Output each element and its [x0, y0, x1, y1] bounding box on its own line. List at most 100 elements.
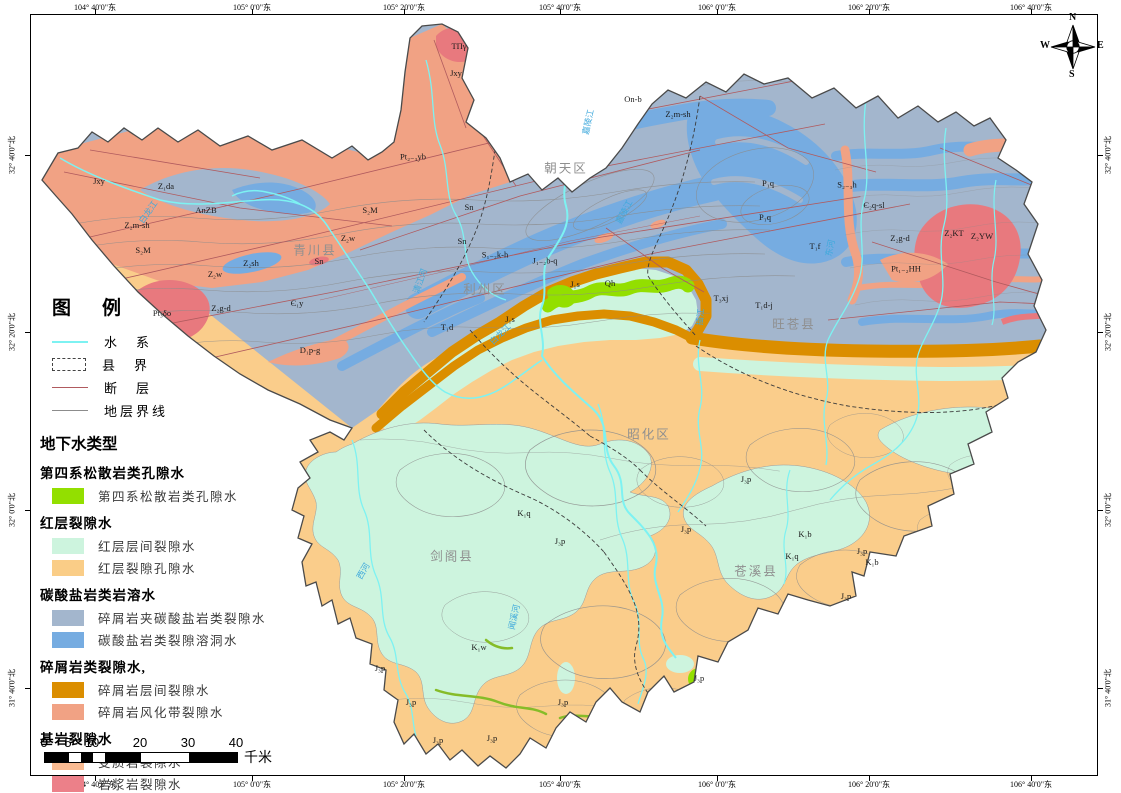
geo-unit-label: T₁d — [440, 322, 454, 332]
legend-line-item-label: 断 层 — [104, 381, 153, 396]
compass-south-label: S — [1069, 69, 1075, 80]
geo-unit-label: Z₂KT — [944, 228, 964, 238]
geo-unit-label: K₁q — [517, 508, 531, 518]
coordinate-label: 106° 20'0"东 — [848, 780, 890, 789]
geo-unit-label: Z₂YW — [970, 231, 994, 241]
legend-color-swatch — [52, 559, 84, 576]
compass-west-label: W — [1040, 40, 1050, 51]
legend-item: 碎屑岩夹碳酸盐岩类裂隙水 — [52, 609, 320, 626]
legend-item: 第四系松散岩类孔隙水 — [52, 487, 320, 504]
geo-unit-label: J₃p — [405, 697, 417, 707]
geo-unit-label: J₃p — [486, 733, 498, 743]
coordinate-label: 104° 40'0"东 — [74, 780, 116, 789]
legend-title: 图 例 — [52, 298, 128, 319]
coordinate-label: 32° 0'0"北 — [1103, 493, 1113, 527]
tick-mark — [717, 9, 718, 14]
tick-mark — [25, 332, 30, 333]
geo-unit-label: J₃p — [680, 524, 692, 534]
legend-item-label: 碳酸盐岩类裂隙溶洞水 — [98, 634, 239, 648]
geo-unit-label: J₁s — [570, 279, 580, 289]
fault-swatch-icon — [52, 387, 88, 388]
legend-line-item: 断 层 — [52, 376, 320, 399]
geo-unit-label: Sn — [464, 202, 474, 212]
legend-line-item: 县 界 — [52, 353, 320, 376]
legend-group-heading: 红层裂隙水 — [40, 516, 113, 531]
legend-item: 岩浆岩裂隙水 — [52, 775, 320, 792]
geo-unit-label: Є₂q-sl — [863, 200, 885, 210]
coordinate-label: 31° 40'0"北 — [7, 669, 17, 707]
legend-item-label: 红层层间裂隙水 — [98, 540, 197, 554]
coordinate-label: 106° 20'0"东 — [848, 3, 890, 12]
legend-item-label: 岩浆岩裂隙水 — [98, 778, 183, 792]
tick-mark — [717, 776, 718, 781]
legend-color-swatch — [52, 609, 84, 626]
region-outline — [41, 23, 1047, 769]
legend-item: 碳酸盐岩类裂隙溶洞水 — [52, 631, 320, 648]
legend-line-item-label: 县 界 — [102, 358, 151, 373]
scale-tick-label: 20 — [132, 735, 148, 750]
geo-unit-label: J₃p — [740, 474, 752, 484]
scale-bar-segment — [81, 753, 93, 762]
tick-mark — [252, 776, 253, 781]
scale-bar-track — [44, 752, 238, 763]
geo-unit-label: J₃p — [432, 735, 444, 745]
tick-mark — [869, 776, 870, 781]
geo-unit-label: Z₂g-d — [890, 233, 910, 243]
geo-unit-label: T₃xj — [713, 293, 729, 303]
geo-unit-label: T₁d-j — [755, 300, 773, 310]
water-swatch-icon — [52, 340, 88, 343]
coordinate-label: 106° 40'0"东 — [1010, 3, 1052, 12]
legend-group-heading: 碎屑岩类裂隙水, — [40, 660, 146, 675]
tick-mark — [95, 9, 96, 14]
tick-mark — [95, 776, 96, 781]
compass-north-label: N — [1069, 12, 1077, 23]
groundwater-types-title: 地下水类型 — [40, 436, 118, 453]
legend-item-label: 碎屑岩层间裂隙水 — [98, 684, 211, 698]
county-label: 剑阁县 — [430, 549, 474, 564]
county-label: 旺苍县 — [772, 317, 816, 332]
coordinate-label: 32° 20'0"北 — [7, 313, 17, 351]
legend-item: 碎屑岩层间裂隙水 — [52, 681, 320, 698]
legend-item-label: 第四系松散岩类孔隙水 — [98, 490, 239, 504]
legend-line-item: 水 系 — [52, 330, 320, 353]
coordinate-label: 32° 40'0"北 — [7, 136, 17, 174]
geo-unit-label: AnZB — [195, 205, 217, 215]
scale-bar: 千米 0 5 10 20 30 40 — [40, 735, 344, 775]
scale-tick-label: 10 — [84, 735, 100, 750]
coordinate-label: 32° 0'0"北 — [7, 493, 17, 527]
coordinate-label: 105° 40'0"东 — [539, 780, 581, 789]
legend-groups: 第四系松散岩类孔隙水 第四系松散岩类孔隙水 红层裂隙水 红层层间裂隙水 红层裂隙孔隙水碳… — [40, 462, 320, 792]
geo-unit-label: S₂M — [362, 205, 378, 215]
scale-tick-label: 0 — [40, 735, 48, 750]
scale-tick-label: 30 — [180, 735, 196, 750]
stratum-swatch-icon — [52, 410, 88, 411]
coordinate-label: 105° 40'0"东 — [539, 3, 581, 12]
tick-mark — [560, 776, 561, 781]
geo-unit-label: Qh — [604, 278, 616, 288]
scale-bar-segment — [189, 753, 237, 762]
legend-group-heading: 第四系松散岩类孔隙水 — [40, 466, 185, 481]
geo-unit-label: P₁q — [759, 212, 771, 222]
county-label: 昭化区 — [627, 427, 671, 442]
geo-unit-label: K₁b — [865, 557, 879, 567]
geo-unit-label: Z₂g-d — [211, 303, 231, 313]
geo-unit-label: Pt₂₋₃yb — [399, 151, 427, 162]
geo-unit-label: Z₂m-sh — [124, 220, 150, 230]
scale-bar-segment — [69, 753, 81, 762]
legend-color-swatch — [52, 681, 84, 698]
tick-mark — [1031, 776, 1032, 781]
geo-unit-label: K₁b — [798, 529, 812, 539]
geo-unit-label: Є₁y — [290, 298, 304, 308]
tick-mark — [404, 776, 405, 781]
geo-unit-label: Z₂sh — [243, 258, 259, 268]
coordinate-label: 104° 40'0"东 — [74, 3, 116, 12]
coordinate-label: 106° 40'0"东 — [1010, 780, 1052, 789]
geo-unit-label: Sn — [314, 256, 324, 266]
tick-mark — [1098, 332, 1103, 333]
legend-item-label: 碎屑岩风化带裂隙水 — [98, 706, 225, 720]
scale-bar-segment — [141, 753, 189, 762]
geo-unit-label: S₁₋₂k-h — [481, 249, 509, 260]
legend-line-items: 水 系县 界断 层地层界线 — [40, 330, 320, 422]
tick-mark — [869, 9, 870, 14]
